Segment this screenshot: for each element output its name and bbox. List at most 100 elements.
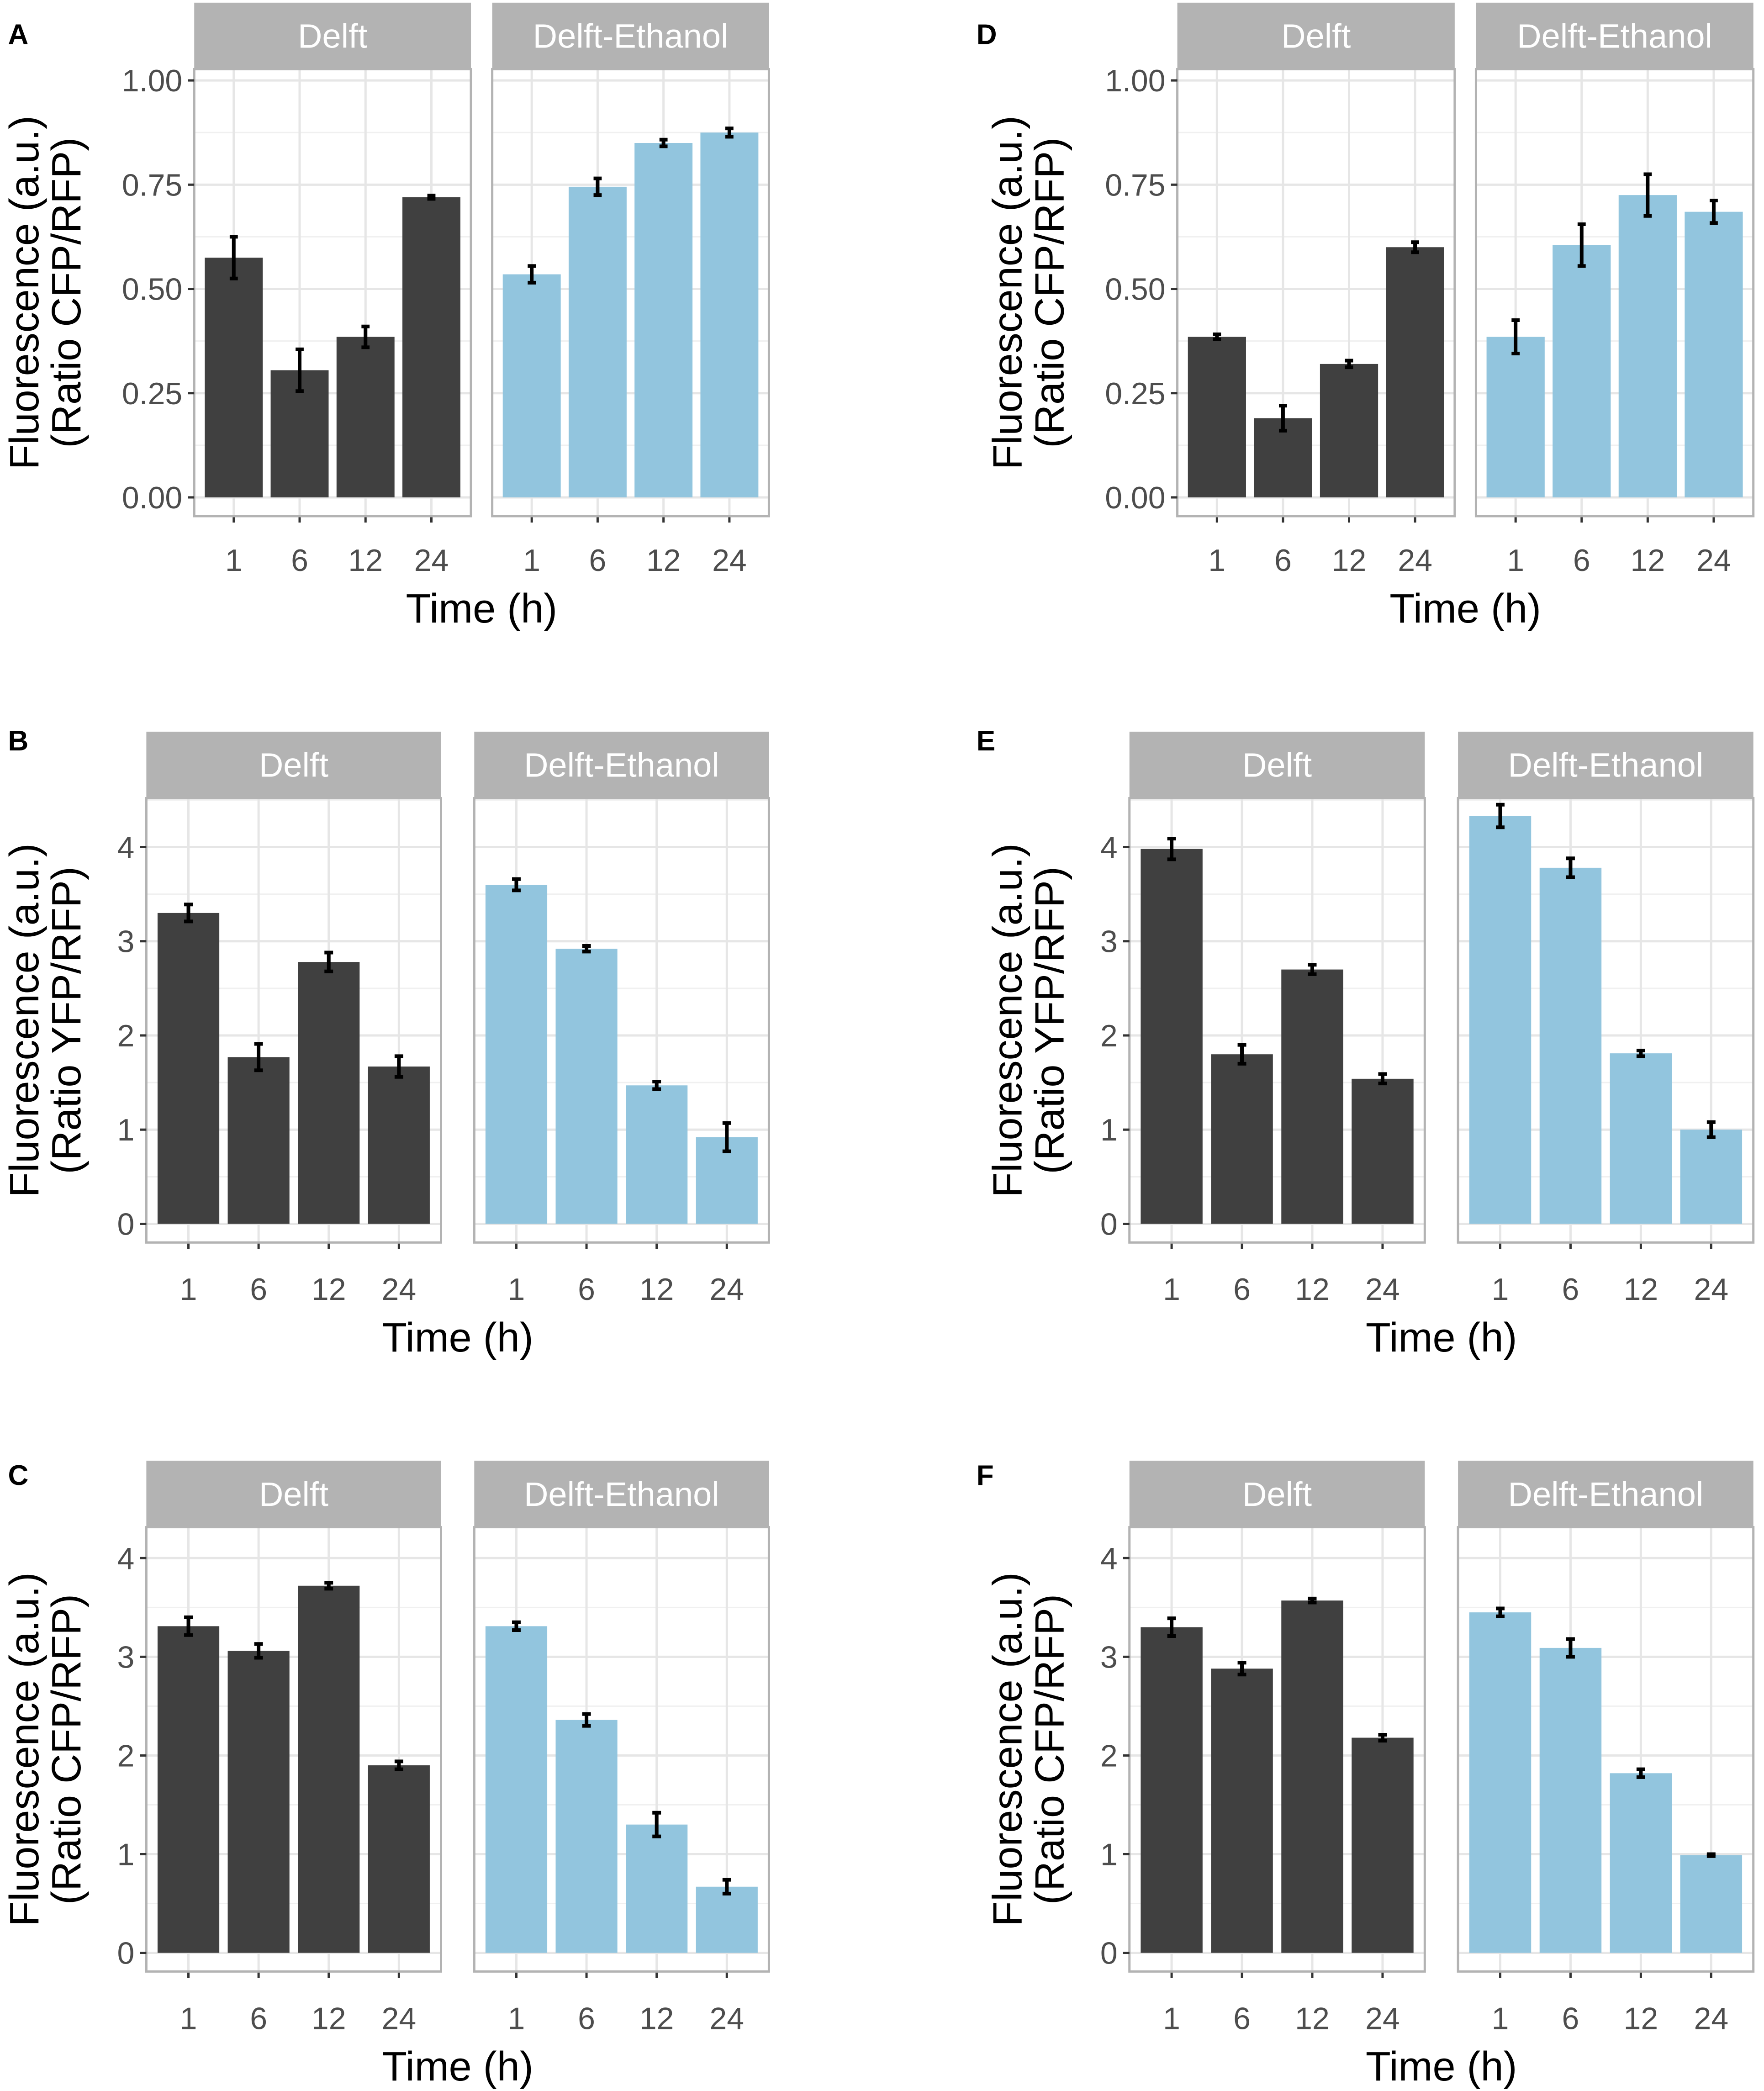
- bar-delft-6: [227, 1651, 290, 1953]
- facet-strip: [194, 2, 471, 69]
- x-tick-label: 1: [180, 2001, 197, 2036]
- error-bar: [1308, 1596, 1317, 1605]
- x-tick-label: 6: [1562, 2001, 1579, 2036]
- bar-delft-12: [1281, 969, 1343, 1224]
- error-bar: [361, 324, 370, 349]
- y-tick-label: 0: [117, 1936, 135, 1971]
- y-tick-label: 2: [117, 1738, 135, 1773]
- plot-border: [473, 1526, 770, 1973]
- facet-strip-label: Delft: [1281, 17, 1351, 55]
- facet-strip-label: Delft-Ethanol: [524, 1475, 719, 1513]
- facet-strip: [146, 731, 441, 798]
- plot-border: [1457, 797, 1755, 1244]
- bar-delft-24: [1352, 1078, 1414, 1224]
- bar-delft-ethanol-24: [700, 132, 759, 497]
- x-tick-label: 24: [382, 2001, 417, 2036]
- y-axis-title: Fluorescence (a.u.): [985, 843, 1031, 1197]
- bar-delft-1: [205, 258, 263, 497]
- error-bar: [1566, 1637, 1575, 1659]
- facet-strip: [474, 731, 769, 798]
- error-bar: [1706, 1120, 1716, 1139]
- x-tick-label: 12: [646, 543, 681, 578]
- x-axis-title: Time (h): [1366, 1315, 1517, 1361]
- x-tick-label: 6: [291, 543, 308, 578]
- y-axis-title: Fluorescence (a.u.): [2, 843, 48, 1197]
- x-tick-label: 1: [1208, 543, 1225, 578]
- x-tick-label: 12: [1332, 543, 1367, 578]
- y-tick-label: 0.75: [122, 168, 182, 202]
- error-bar: [394, 1759, 403, 1771]
- y-tick-label: 4: [117, 1541, 135, 1576]
- y-axis-title: Fluorescence (a.u.): [985, 116, 1031, 470]
- x-tick-label: 12: [312, 1272, 346, 1307]
- facet-strip: [1458, 731, 1753, 798]
- facet-delft-ethanol: Delft-Ethanol 1 6 12 24: [491, 2, 770, 578]
- facet-delft-ethanol: Delft-Ethanol 1 6 12 24: [1474, 2, 1755, 578]
- x-axis-title: Time (h): [1366, 2044, 1517, 2090]
- x-tick-label: 24: [1694, 1272, 1729, 1307]
- x-tick-label: 24: [1365, 2001, 1400, 2036]
- y-tick-label: 4: [1100, 1541, 1118, 1576]
- error-bar: [1378, 1733, 1387, 1742]
- y-tick-label: 0.00: [1105, 481, 1165, 515]
- bar-delft-ethanol-1: [1486, 337, 1545, 497]
- x-tick-label: 1: [1492, 1272, 1509, 1307]
- facet-strip: [1129, 1460, 1425, 1527]
- facet-strip: [492, 2, 769, 69]
- y-axis-title-line2: (Ratio CFP/RFP): [1027, 1594, 1073, 1905]
- facet-delft: Delft 1 6 12 24: [1128, 731, 1426, 1307]
- bar-delft-12: [298, 1585, 360, 1953]
- error-bar: [1378, 1072, 1387, 1086]
- plot-border: [145, 797, 442, 1244]
- panel-letter: B: [8, 725, 28, 757]
- x-axis-title: Time (h): [1389, 586, 1541, 632]
- y-axis-title: Fluorescence (a.u.): [2, 1572, 48, 1926]
- error-bar: [229, 235, 238, 280]
- facet-delft-ethanol: Delft-Ethanol 1 6 12 24: [1457, 731, 1755, 1307]
- bar-delft-24: [1386, 247, 1444, 497]
- x-tick-label: 24: [1398, 543, 1432, 578]
- error-bar: [582, 1712, 591, 1728]
- x-tick-label: 1: [1163, 2001, 1180, 2036]
- bar-delft-ethanol-1: [485, 885, 548, 1224]
- error-bar: [184, 903, 193, 924]
- panel-letter: F: [977, 1460, 994, 1491]
- bar-delft-ethanol-6: [1539, 867, 1602, 1224]
- bar-delft-ethanol-24: [696, 1886, 758, 1953]
- plot-border: [473, 797, 770, 1244]
- plot-border: [1128, 797, 1426, 1244]
- bar-delft-6: [1211, 1054, 1273, 1224]
- error-bar: [1577, 222, 1586, 268]
- error-bar: [659, 137, 668, 148]
- y-tick-label: 0.25: [1105, 376, 1165, 411]
- facet-delft: Delft 1 6 12 24: [145, 731, 442, 1307]
- x-tick-label: 12: [348, 543, 383, 578]
- error-bar: [296, 347, 304, 393]
- x-tick-label: 12: [639, 1272, 674, 1307]
- y-tick-label: 0.25: [122, 376, 182, 411]
- error-bar: [1496, 1606, 1505, 1618]
- bar-delft-ethanol-1: [502, 274, 561, 497]
- facet-strip-label: Delft: [1242, 746, 1312, 784]
- bar-delft-24: [368, 1765, 430, 1953]
- bar-delft-ethanol-6: [555, 949, 618, 1224]
- y-axis-title-line2: (Ratio CFP/RFP): [44, 137, 90, 448]
- x-tick-label: 6: [1233, 1272, 1251, 1307]
- error-bar: [1496, 803, 1505, 829]
- facet-strip-label: Delft-Ethanol: [1508, 746, 1704, 784]
- x-tick-label: 1: [180, 1272, 197, 1307]
- x-tick-label: 12: [1624, 1272, 1658, 1307]
- x-tick-label: 24: [1694, 2001, 1729, 2036]
- x-tick-label: 6: [1562, 1272, 1579, 1307]
- x-tick-label: 1: [508, 1272, 525, 1307]
- error-bar: [1636, 1048, 1645, 1058]
- y-axis-title-line2: (Ratio CFP/RFP): [44, 1594, 90, 1905]
- x-axis-title: Time (h): [382, 2044, 533, 2090]
- bar-delft-ethanol-1: [1469, 1612, 1532, 1953]
- y-tick-label: 1: [117, 1113, 135, 1147]
- facet-delft-ethanol: Delft-Ethanol 1 6 12 24: [473, 731, 770, 1307]
- facet-strip-label: Delft: [1242, 1475, 1312, 1513]
- bar-delft-24: [402, 197, 460, 497]
